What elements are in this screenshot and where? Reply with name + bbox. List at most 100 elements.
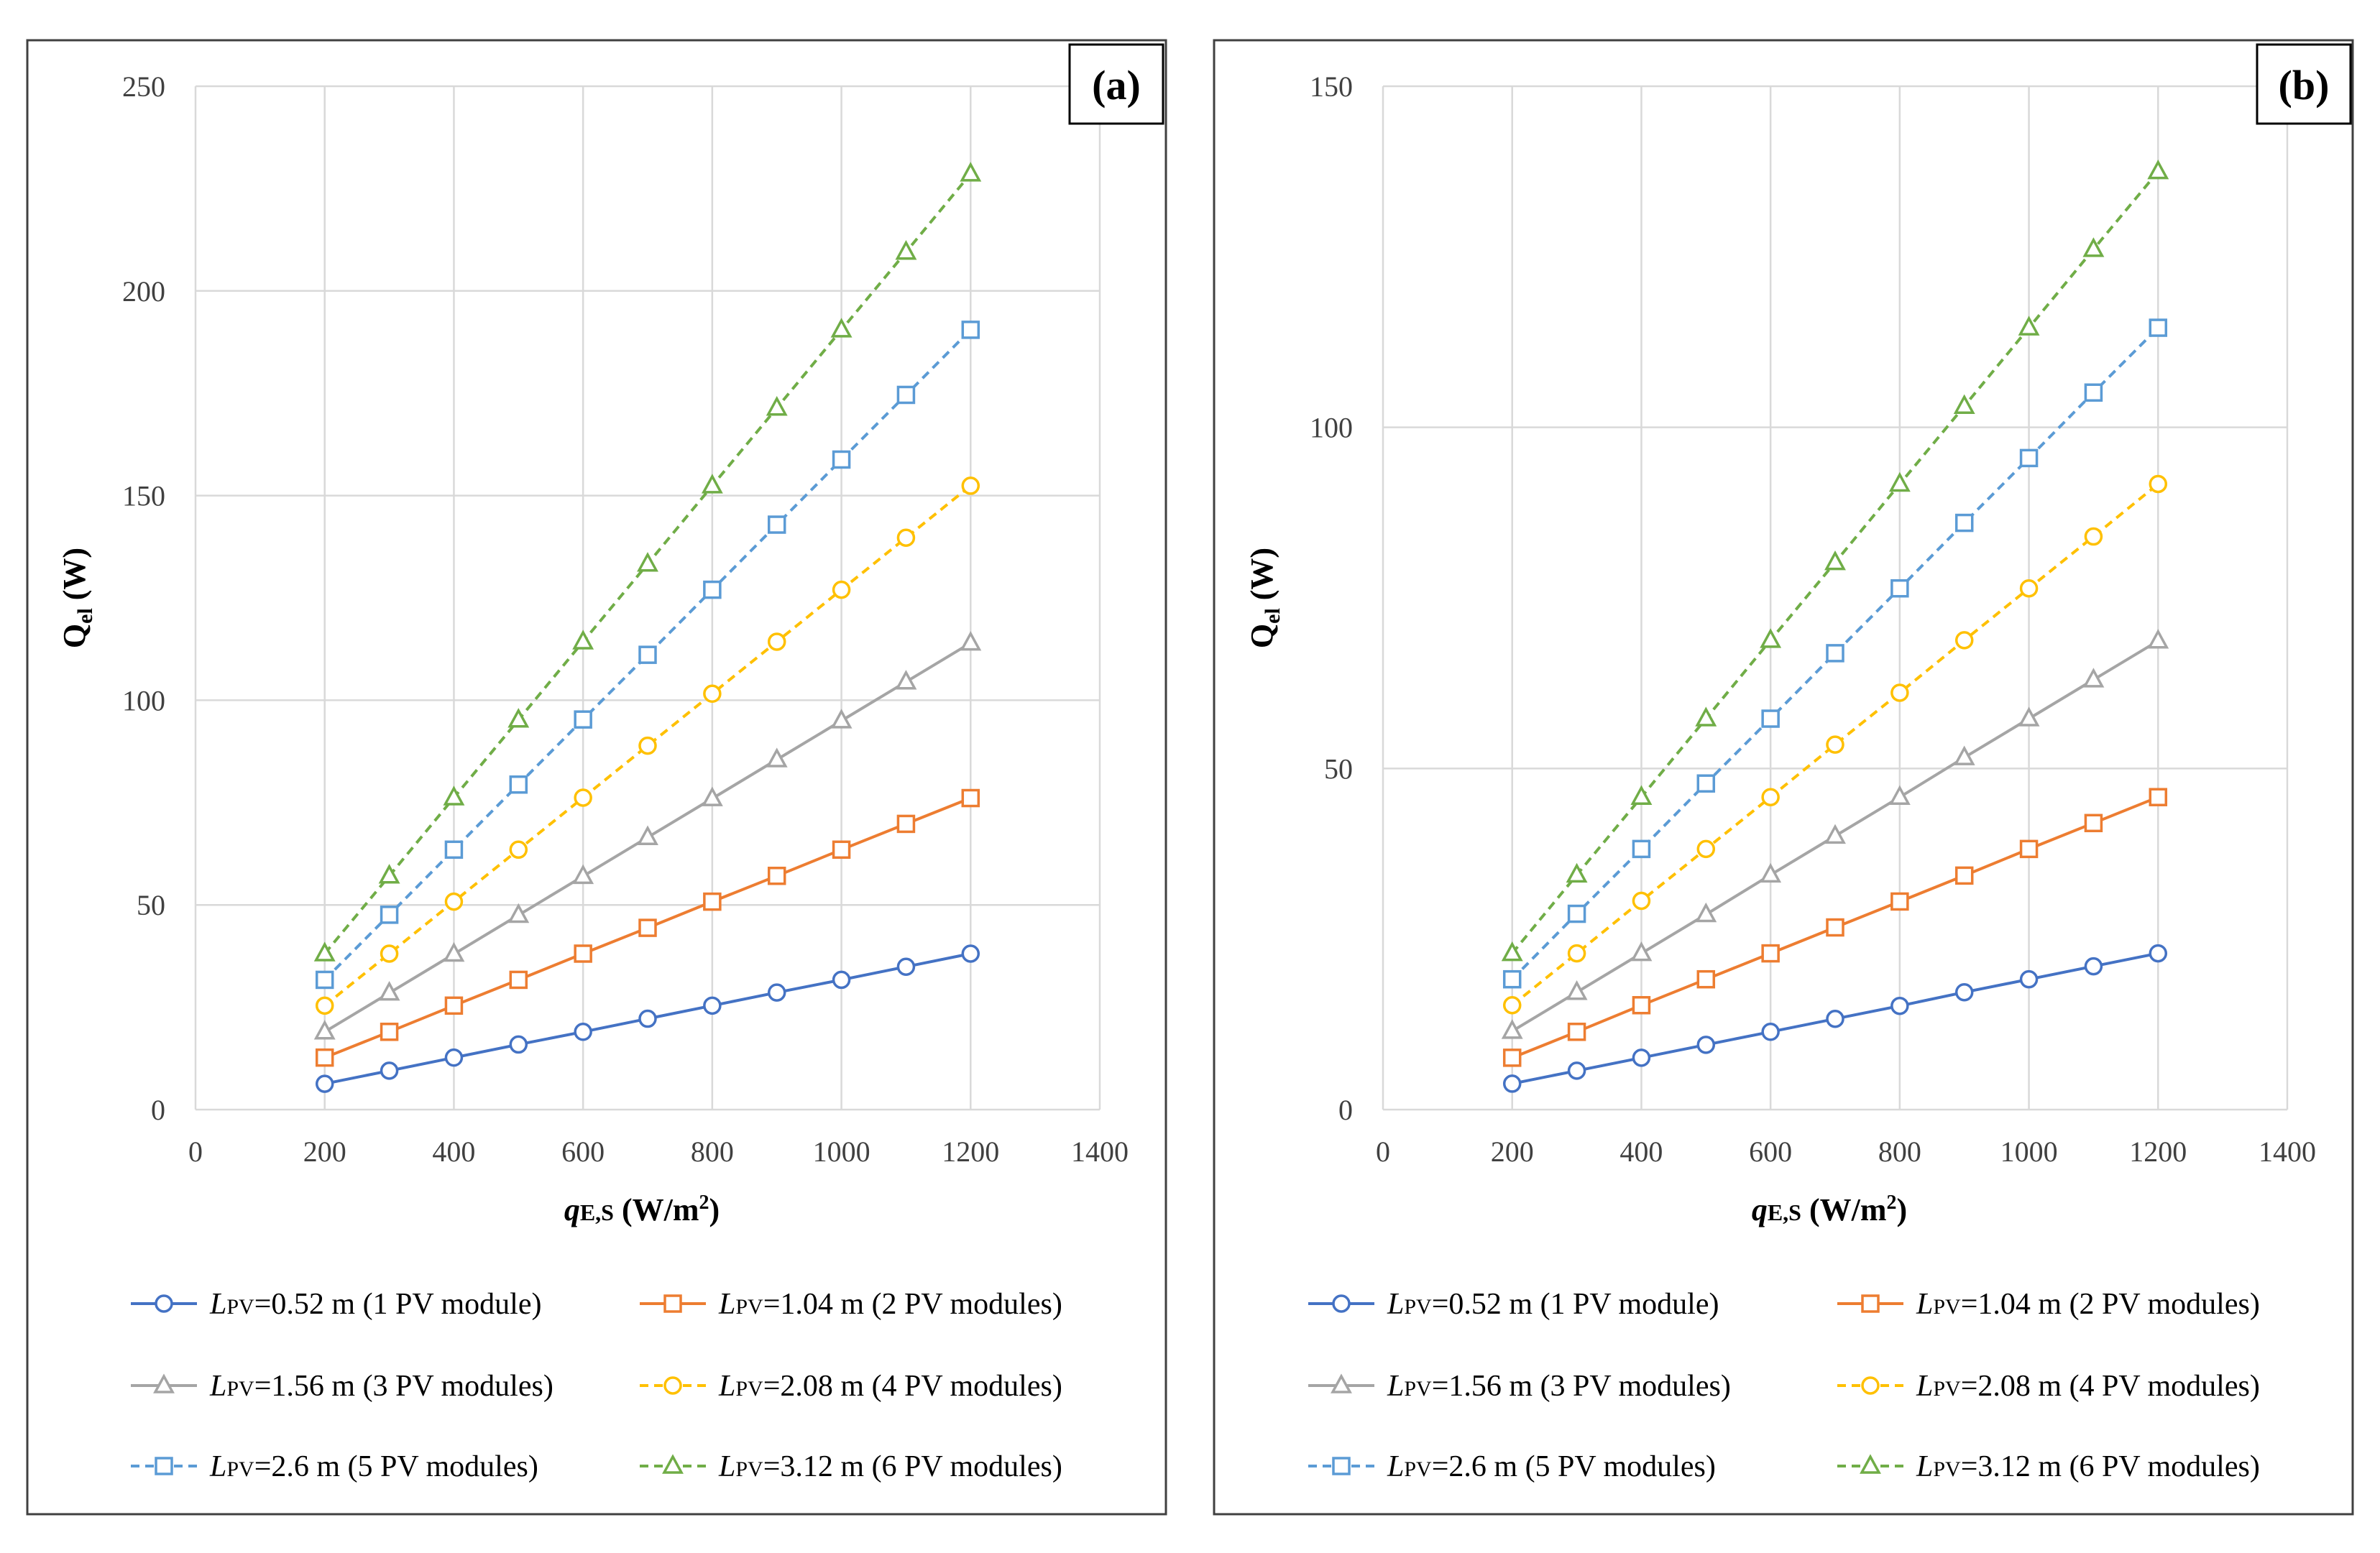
data-point [507, 708, 530, 728]
data-point [572, 864, 594, 885]
legend-label-sub: PV [735, 1377, 763, 1401]
series-6 [313, 162, 982, 962]
data-point [2019, 839, 2039, 859]
legend-label-rest: =0.52 m (1 PV module) [1432, 1288, 1719, 1321]
series-1 [315, 944, 980, 1093]
legend-label-sub: PV [226, 1295, 254, 1319]
y-axis-label-unit: (W) [1244, 548, 1279, 608]
legend-label-sub: PV [735, 1457, 763, 1481]
legend-item: LPV=1.04 m (2 PV modules) [640, 1288, 1062, 1321]
legend-label: LPV=1.04 m (2 PV modules) [718, 1288, 1062, 1321]
x-axis-label: qE,S (W/m2) [1752, 1192, 1907, 1227]
data-point [703, 892, 722, 911]
data-point [637, 825, 658, 845]
x-axis-label-sup: 2 [699, 1192, 709, 1214]
chart-panel-a: 0 50 100 150 200 250 0 200 400 600 800 1000 1200 1400… [26, 39, 1167, 1516]
legend-label: LPV=0.52 m (1 PV module) [209, 1288, 541, 1321]
data-point [1888, 471, 1911, 492]
data-point [507, 903, 530, 923]
x-axis-label-sub: E,S [580, 1199, 614, 1225]
series-3 [1501, 629, 2169, 1039]
data-point [1890, 683, 1909, 702]
y-tick-label: 50 [137, 889, 165, 921]
data-point [1696, 969, 1716, 989]
legend-item: LPV=1.04 m (2 PV modules) [1837, 1288, 2260, 1321]
data-point [1890, 579, 1909, 598]
x-tick-label: 800 [1878, 1135, 1921, 1168]
legend-marker [1860, 1454, 1881, 1474]
data-point [1696, 774, 1716, 793]
legend-label-main: L [209, 1370, 226, 1403]
data-point [2149, 788, 2168, 806]
data-point [2019, 448, 2039, 468]
data-point [1695, 902, 1717, 923]
legend-label-rest: =1.56 m (3 PV modules) [254, 1370, 553, 1403]
data-point [1761, 709, 1780, 728]
x-tick-label: 200 [1491, 1135, 1534, 1168]
data-point [1630, 785, 1653, 805]
legend-label-main: L [718, 1288, 735, 1321]
legend-label-main: L [718, 1450, 735, 1483]
data-point [961, 944, 980, 963]
data-point [961, 321, 980, 339]
gridlines [194, 85, 1101, 1111]
x-tick-label: 1200 [2129, 1135, 2187, 1168]
data-point [1632, 891, 1651, 911]
x-tick-label: 600 [1749, 1135, 1792, 1168]
panel-frame [26, 39, 1167, 1516]
legend-label-sub: PV [1933, 1457, 1961, 1481]
data-point [509, 1035, 528, 1054]
data-point [2084, 527, 2103, 546]
data-point [1502, 1074, 1522, 1093]
data-point [2147, 160, 2169, 180]
data-point [1632, 1049, 1651, 1067]
data-point [1954, 513, 1974, 533]
legend-marker [1861, 1376, 1880, 1395]
x-tick-label: 400 [1619, 1135, 1663, 1168]
x-tick-label: 1200 [942, 1135, 999, 1168]
legend-item: LPV=2.08 m (4 PV modules) [1837, 1370, 2260, 1403]
data-point [509, 840, 528, 860]
legend-label-rest: =2.6 m (5 PV modules) [1432, 1450, 1716, 1483]
data-point [2019, 579, 2039, 598]
legend-label-sub: PV [735, 1295, 763, 1319]
data-point [1695, 706, 1717, 727]
data-point [703, 580, 722, 599]
data-point [1890, 996, 1909, 1015]
data-point [1824, 550, 1846, 571]
data-point [313, 1020, 336, 1040]
legend: LPV=0.52 m (1 PV module) LPV=1.04 m (2 PV… [1308, 1288, 2260, 1483]
panel-label-box [1068, 43, 1164, 125]
data-point [2084, 383, 2103, 402]
legend-label-sub: PV [1933, 1295, 1961, 1319]
data-point [313, 941, 336, 962]
data-point [444, 1048, 464, 1067]
data-point [443, 941, 465, 962]
data-point [1954, 982, 1974, 1002]
data-point [1826, 1009, 1844, 1028]
data-point [895, 240, 917, 260]
data-point [1501, 941, 1523, 962]
y-tick-label: 100 [1310, 412, 1353, 444]
y-tick-label: 150 [1310, 70, 1353, 103]
data-point [638, 736, 657, 755]
data-point [1890, 892, 1909, 911]
legend-item: LPV=1.56 m (3 PV modules) [1308, 1370, 1731, 1403]
y-tick-label: 200 [122, 275, 165, 308]
x-tick-labels: 0 200 400 600 800 1000 1200 1400 [188, 1135, 1129, 1168]
data-point [638, 645, 657, 664]
legend-label-sub: PV [1933, 1377, 1961, 1401]
data-point [895, 670, 917, 690]
legend-item: LPV=2.6 m (5 PV modules) [131, 1450, 538, 1483]
panel-label-box [2256, 43, 2352, 125]
x-tick-label: 200 [303, 1135, 346, 1168]
data-point [1761, 944, 1780, 963]
y-axis-label-main: Q [57, 624, 92, 648]
data-point [767, 632, 786, 651]
x-tick-label: 1000 [813, 1135, 870, 1168]
data-point [2149, 944, 2168, 963]
x-axis-label: qE,S (W/m2) [564, 1192, 720, 1227]
legend-label-rest: =2.6 m (5 PV modules) [254, 1450, 538, 1483]
legend-label-rest: =1.56 m (3 PV modules) [1432, 1370, 1731, 1403]
